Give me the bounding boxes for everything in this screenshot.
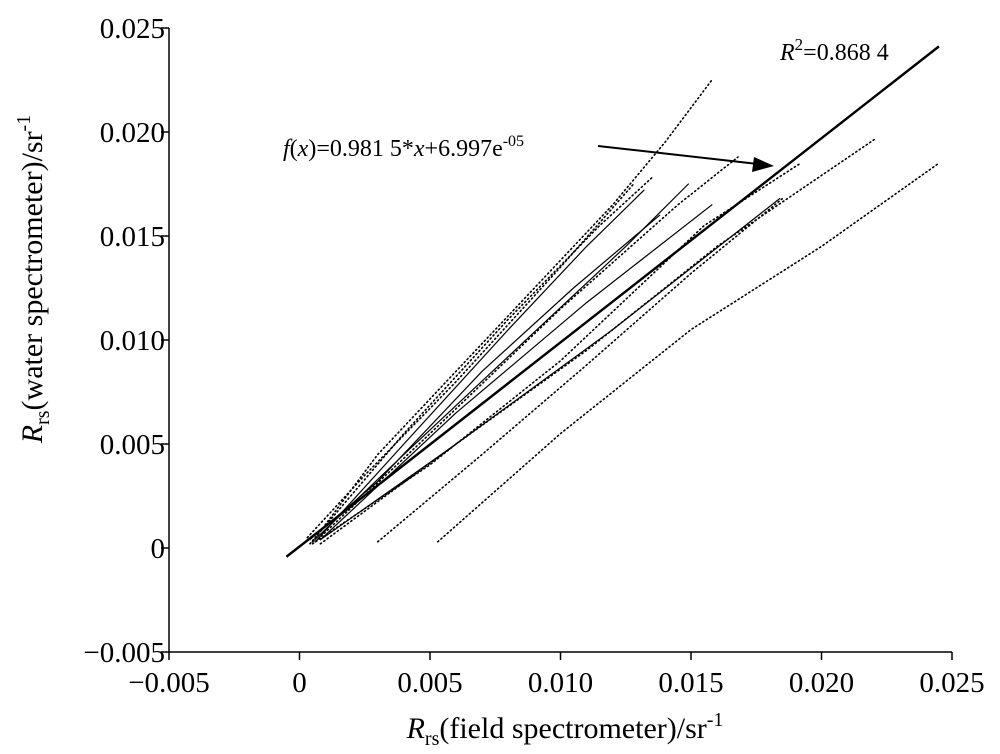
- annotation-arrow: [597, 145, 774, 172]
- equation-x: x: [297, 136, 309, 162]
- y-tick-label: −0.005: [83, 637, 165, 669]
- series-line: [437, 162, 940, 543]
- x-axis-ticks: −0.005 0 0.005 0.010 0.015 0.020 0.025: [128, 652, 985, 699]
- series-line: [309, 177, 653, 545]
- series-line: [311, 183, 689, 543]
- x-tick-label: 0.025: [919, 667, 984, 699]
- y-axis-title: Rrs(water spectrometer)/sr-1: [13, 115, 54, 444]
- x-tick-label: 0.015: [658, 667, 723, 699]
- series-line: [311, 79, 713, 543]
- series-line: [311, 162, 802, 545]
- y-axis-ticks: −0.005 0 0.005 0.010 0.015 0.020 0.025: [83, 13, 169, 669]
- equation-x2: x: [413, 136, 425, 162]
- fit-equation-annotation: f(x)=0.981 5*x+6.997e-05: [283, 133, 524, 162]
- series-line: [314, 156, 739, 543]
- series-line: [377, 197, 784, 543]
- equation-intercept: +6.997e: [425, 136, 503, 162]
- y-tick-label: 0.020: [100, 117, 165, 149]
- y-tick-label: 0: [151, 533, 166, 565]
- equation-f: f: [283, 136, 293, 162]
- x-tick-label: 0.020: [789, 667, 854, 699]
- series-line: [306, 183, 635, 539]
- equation-exponent: -05: [503, 133, 524, 150]
- data-series: [306, 79, 940, 545]
- x-tick-label: 0.010: [528, 667, 593, 699]
- series-line: [314, 189, 645, 543]
- x-tick-label: 0.005: [397, 667, 462, 699]
- regression-line: [285, 45, 940, 558]
- series-line: [319, 204, 713, 541]
- equation-open-paren: (: [290, 136, 298, 162]
- x-axis-title: Rrs(field spectrometer)/sr-1: [406, 709, 724, 750]
- equation-close-paren: ): [308, 136, 316, 162]
- r-squared-value: =0.868 4: [803, 40, 889, 66]
- y-tick-label: 0.005: [100, 429, 165, 461]
- series-line: [319, 198, 781, 541]
- r-squared-symbol: R: [779, 40, 795, 66]
- r-squared-superscript: 2: [795, 35, 804, 54]
- series-line: [319, 137, 878, 545]
- x-tick-label: −0.005: [128, 667, 210, 699]
- equation-slope: =0.981 5*: [316, 136, 414, 162]
- r-squared-annotation: R2=0.868 4: [779, 35, 889, 66]
- y-tick-label: 0.025: [100, 13, 165, 45]
- y-tick-label: 0.010: [100, 325, 165, 357]
- y-tick-label: 0.015: [100, 221, 165, 253]
- series-line: [309, 214, 661, 541]
- x-tick-label: 0: [292, 667, 307, 699]
